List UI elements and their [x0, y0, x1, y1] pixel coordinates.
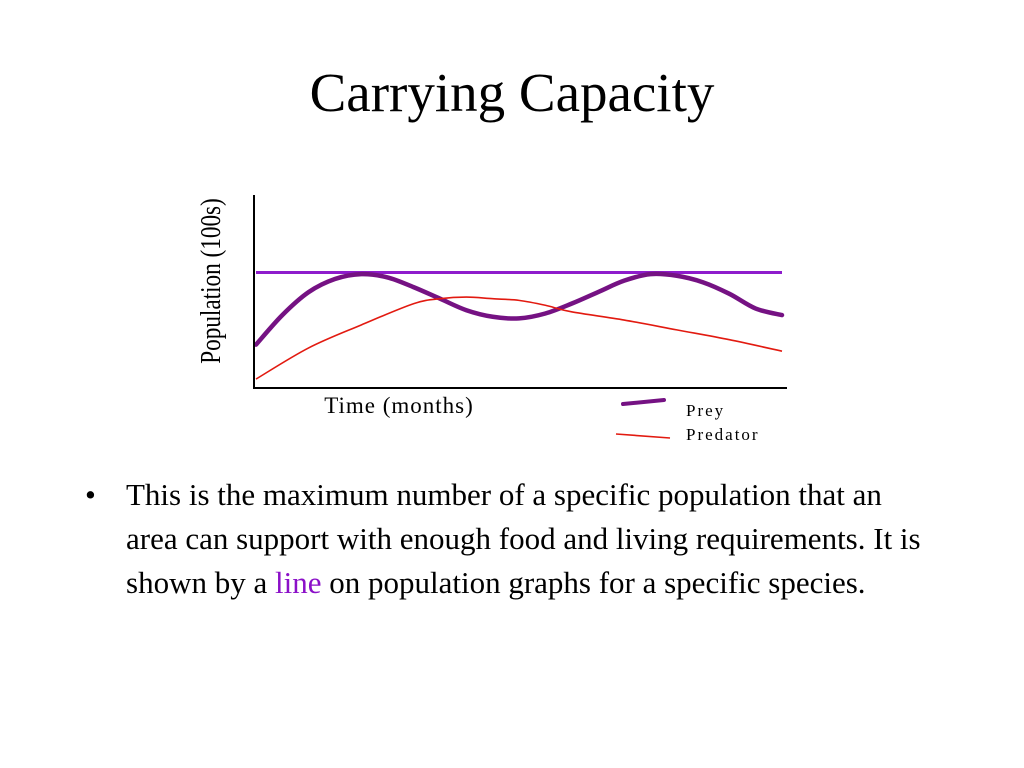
series-line-predator — [255, 296, 783, 380]
x-axis-label: Time (months) — [324, 393, 474, 418]
population-chart: Population (100s) Time (months) Prey Pre… — [195, 195, 787, 444]
y-axis-label: Population (100s) — [195, 198, 227, 364]
bullet-text-before: This is the maximum number of a specific… — [126, 477, 921, 600]
legend-label-predator: Predator — [686, 425, 760, 444]
series-line-prey — [253, 271, 785, 347]
slide-title: Carrying Capacity — [309, 62, 715, 123]
bullet-text-after: on population graphs for a specific spec… — [321, 565, 866, 600]
legend-swatch-prey — [621, 398, 666, 406]
legend-label-prey: Prey — [686, 401, 725, 420]
bullet-marker: • — [85, 477, 96, 512]
series-layer — [253, 270, 785, 380]
legend-swatch-predator — [615, 433, 671, 439]
bullet-point: • This is the maximum number of a specif… — [85, 473, 925, 605]
legend: Prey Predator — [615, 398, 760, 444]
bullet-text: This is the maximum number of a specific… — [126, 473, 925, 605]
bullet-highlight-word: line — [274, 565, 322, 600]
